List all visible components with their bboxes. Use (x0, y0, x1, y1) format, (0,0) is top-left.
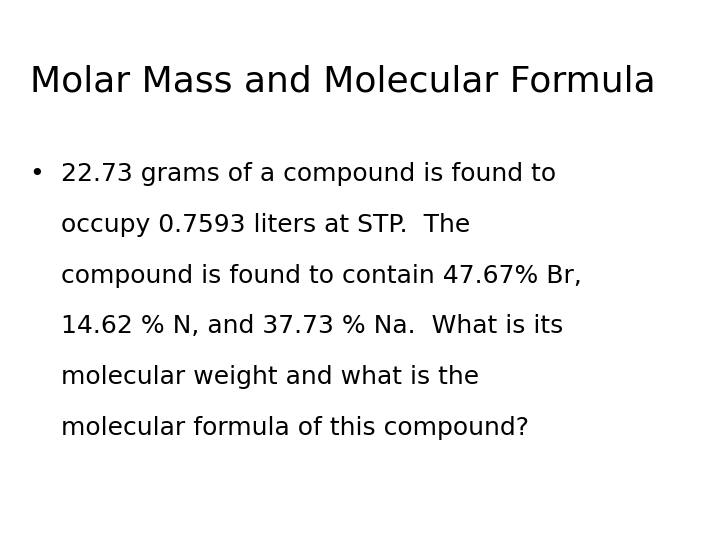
Text: occupy 0.7593 liters at STP.  The: occupy 0.7593 liters at STP. The (61, 213, 470, 237)
Text: 22.73 grams of a compound is found to: 22.73 grams of a compound is found to (61, 162, 557, 186)
Text: Molar Mass and Molecular Formula: Molar Mass and Molecular Formula (30, 65, 656, 99)
Text: compound is found to contain 47.67% Br,: compound is found to contain 47.67% Br, (61, 264, 582, 287)
Text: molecular formula of this compound?: molecular formula of this compound? (61, 416, 529, 440)
Text: molecular weight and what is the: molecular weight and what is the (61, 365, 480, 389)
Text: •: • (29, 162, 43, 186)
Text: 14.62 % N, and 37.73 % Na.  What is its: 14.62 % N, and 37.73 % Na. What is its (61, 314, 564, 338)
